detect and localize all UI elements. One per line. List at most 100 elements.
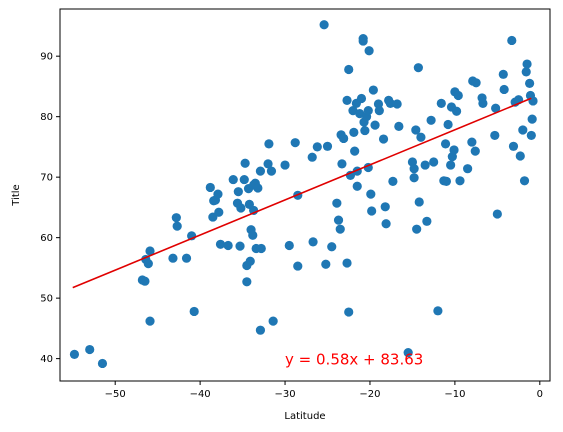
x-tick-label: −10 — [444, 389, 465, 400]
data-point-142 — [508, 141, 519, 151]
data-point-141 — [507, 35, 517, 46]
data-point-129 — [463, 164, 473, 174]
data-point-110 — [416, 132, 426, 142]
data-point-105 — [409, 164, 419, 174]
data-point-54 — [307, 152, 317, 162]
data-point-34 — [245, 256, 255, 266]
plot-border — [59, 8, 551, 382]
data-point-45 — [263, 159, 273, 169]
data-point-139 — [498, 69, 508, 79]
data-point-120 — [443, 119, 453, 130]
data-point-60 — [327, 242, 337, 252]
data-point-23 — [228, 174, 238, 185]
data-point-11 — [172, 221, 182, 231]
data-point-116 — [436, 98, 446, 108]
data-point-21 — [215, 239, 226, 249]
data-point-26 — [235, 241, 245, 251]
data-point-148 — [521, 67, 531, 77]
data-point-98 — [385, 98, 395, 108]
data-point-41 — [253, 183, 263, 193]
data-point-109 — [414, 197, 424, 207]
x-tick-label: −50 — [105, 389, 126, 400]
data-point-106 — [411, 125, 421, 135]
data-point-133 — [471, 78, 481, 88]
y-tick-label: 80 — [40, 112, 53, 123]
y-tick-label: 90 — [40, 52, 53, 63]
data-point-115 — [433, 306, 443, 316]
data-point-99 — [388, 176, 398, 186]
data-point-119 — [441, 176, 451, 186]
data-point-135 — [478, 98, 488, 108]
x-tick-label: 0 — [537, 389, 543, 400]
data-point-137 — [491, 103, 501, 113]
data-point-58 — [321, 259, 331, 269]
x-tick-label: −30 — [274, 389, 295, 400]
data-point-68 — [342, 258, 352, 268]
data-point-114 — [429, 157, 439, 167]
data-point-48 — [268, 316, 278, 326]
data-point-42 — [255, 166, 266, 176]
data-point-20 — [214, 207, 224, 217]
data-point-47 — [266, 166, 277, 176]
data-point-2 — [97, 358, 108, 369]
data-point-12 — [181, 253, 192, 263]
data-point-107 — [412, 224, 422, 234]
data-point-22 — [223, 240, 233, 251]
data-point-73 — [349, 127, 359, 137]
data-point-153 — [527, 114, 537, 124]
data-point-83 — [360, 125, 370, 136]
data-point-138 — [492, 209, 502, 219]
data-point-53 — [293, 261, 303, 271]
data-point-102 — [403, 347, 413, 358]
data-point-93 — [374, 106, 384, 116]
data-point-128 — [455, 176, 465, 186]
data-point-145 — [515, 151, 525, 161]
data-point-146 — [518, 125, 528, 135]
data-point-89 — [367, 206, 377, 216]
data-point-9 — [168, 253, 178, 263]
data-point-87 — [364, 46, 374, 56]
data-point-130 — [467, 137, 477, 147]
data-point-104 — [409, 173, 419, 183]
data-point-85 — [363, 106, 373, 116]
data-point-59 — [322, 141, 333, 151]
y-tick-label: 40 — [40, 354, 53, 365]
data-point-127 — [453, 90, 463, 101]
data-point-57 — [319, 20, 329, 30]
data-point-118 — [440, 139, 451, 149]
data-point-100 — [392, 99, 402, 109]
data-point-81 — [358, 36, 368, 46]
data-point-113 — [426, 115, 436, 125]
data-point-36 — [248, 230, 258, 240]
data-point-25 — [233, 187, 243, 197]
data-point-96 — [381, 219, 391, 229]
data-point-27 — [236, 203, 246, 213]
data-point-6 — [143, 259, 153, 269]
data-point-10 — [171, 213, 181, 223]
data-point-126 — [451, 106, 462, 116]
data-point-149 — [522, 59, 532, 69]
data-point-50 — [284, 240, 294, 251]
points-layer — [69, 20, 538, 369]
data-point-1 — [85, 344, 95, 355]
data-point-4 — [140, 276, 150, 286]
data-point-121 — [446, 160, 456, 170]
data-point-28 — [239, 174, 249, 185]
data-point-94 — [378, 134, 389, 144]
data-point-90 — [368, 85, 378, 95]
data-point-150 — [525, 78, 535, 88]
y-axis-label: Title — [11, 184, 22, 206]
data-point-56 — [312, 142, 322, 152]
data-point-154 — [528, 96, 538, 106]
data-point-64 — [335, 224, 345, 234]
data-point-44 — [255, 325, 266, 335]
data-point-108 — [413, 63, 423, 73]
data-point-101 — [394, 121, 404, 131]
data-point-69 — [344, 307, 354, 317]
data-point-124 — [449, 145, 459, 155]
data-point-15 — [205, 182, 215, 193]
data-point-79 — [356, 93, 367, 104]
data-point-132 — [470, 146, 480, 156]
data-point-70 — [344, 64, 354, 75]
